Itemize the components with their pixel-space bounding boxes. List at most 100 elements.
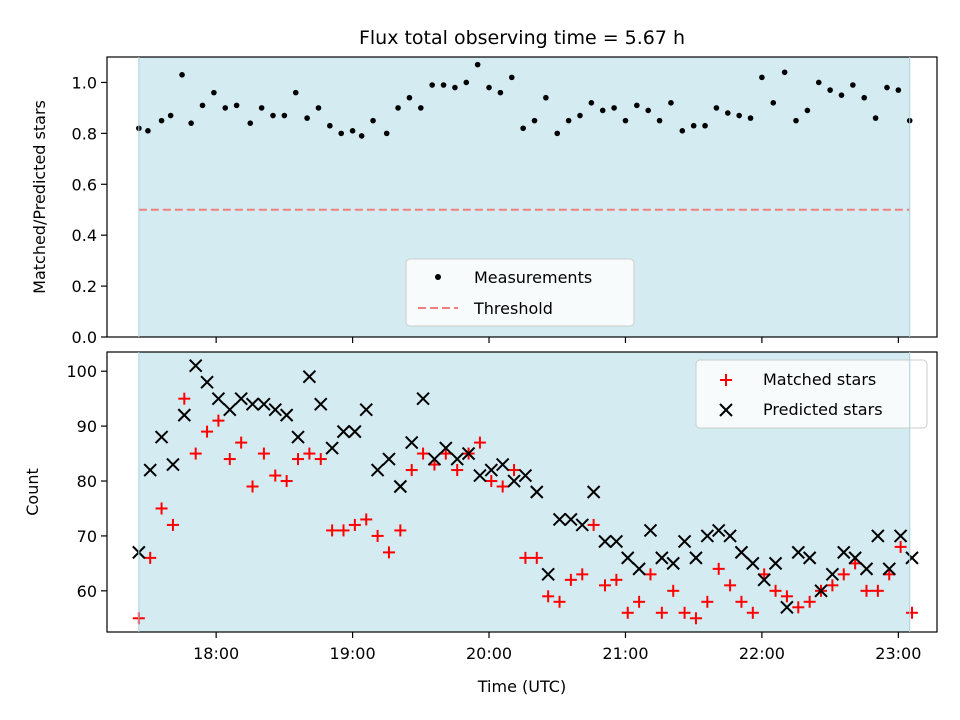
measurement-point bbox=[463, 79, 470, 86]
measurement-point bbox=[429, 82, 435, 88]
predicted-stars-point bbox=[382, 452, 396, 466]
legend-marker-matched-stars bbox=[720, 374, 732, 386]
matched-stars-point bbox=[905, 606, 918, 619]
predicted-stars-point bbox=[746, 556, 760, 571]
count-y-tick-label: 70 bbox=[77, 527, 97, 546]
matched-stars-point bbox=[405, 464, 418, 477]
measurement-point bbox=[167, 112, 174, 119]
ratio-y-tick-label: 0.6 bbox=[72, 175, 97, 194]
predicted-stars-point bbox=[223, 402, 237, 417]
measurement-point bbox=[370, 117, 376, 124]
measurement-point bbox=[872, 115, 879, 121]
predicted-stars-point bbox=[564, 512, 578, 527]
measurement-point bbox=[634, 102, 640, 109]
matched-stars-point bbox=[382, 546, 395, 559]
matched-stars-point bbox=[496, 480, 509, 493]
count-x-tick-label: 22:00 bbox=[739, 644, 785, 663]
measurement-point bbox=[349, 128, 356, 134]
predicted-stars-point bbox=[154, 430, 169, 444]
matched-stars-point bbox=[314, 453, 327, 466]
count-x-tick-label: 19:00 bbox=[330, 644, 376, 663]
matched-stars-point bbox=[610, 573, 623, 586]
predicted-stars-point bbox=[427, 452, 442, 466]
matched-stars-point bbox=[553, 595, 566, 608]
measurement-point bbox=[554, 130, 561, 137]
ratio-y-tick-label: 0.0 bbox=[72, 328, 97, 347]
predicted-stars-point bbox=[314, 397, 328, 411]
predicted-stars-point bbox=[507, 474, 521, 488]
predicted-stars-point bbox=[143, 463, 157, 477]
measurement-point bbox=[759, 74, 765, 81]
matched-stars-point bbox=[212, 414, 225, 427]
predicted-stars-point bbox=[518, 468, 533, 483]
measurement-point bbox=[724, 110, 731, 116]
predicted-stars-point bbox=[211, 391, 226, 406]
count-legend-box bbox=[695, 359, 928, 429]
predicted-stars-point bbox=[643, 523, 658, 538]
measurement-point bbox=[158, 117, 165, 124]
measurement-point bbox=[747, 115, 754, 121]
predicted-stars-point bbox=[655, 551, 669, 565]
predicted-stars-point bbox=[871, 529, 885, 543]
measurement-point bbox=[781, 69, 788, 76]
measurement-point bbox=[770, 100, 777, 106]
ratio-y-tick-label: 0.2 bbox=[72, 277, 97, 296]
matched-stars-point bbox=[724, 579, 737, 592]
count-y-tick-label: 90 bbox=[77, 417, 97, 436]
matched-stars-point bbox=[394, 524, 407, 537]
measurement-point bbox=[179, 72, 185, 78]
measurement-point bbox=[543, 94, 549, 101]
predicted-stars-point bbox=[837, 545, 851, 560]
measurement-point bbox=[233, 102, 240, 109]
matched-stars-point bbox=[621, 606, 634, 619]
count-axes-frame bbox=[106, 351, 938, 633]
predicted-stars-point bbox=[734, 545, 749, 560]
count-y-tick-label: 80 bbox=[77, 472, 97, 491]
matched-stars-point bbox=[292, 453, 305, 466]
measurement-point bbox=[292, 89, 299, 96]
predicted-stars-point bbox=[893, 529, 908, 543]
predicted-stars-point bbox=[689, 551, 703, 565]
matched-stars-point bbox=[257, 447, 270, 460]
measurement-point bbox=[247, 120, 254, 126]
measurement-point bbox=[486, 84, 492, 91]
measurement-point bbox=[452, 84, 458, 91]
matched-stars-point bbox=[576, 568, 589, 581]
matched-stars-point bbox=[417, 447, 430, 460]
matched-stars-point bbox=[326, 524, 339, 537]
matched-stars-point bbox=[735, 595, 748, 608]
measurement-point bbox=[338, 130, 345, 137]
predicted-stars-point bbox=[814, 584, 828, 598]
measurement-point bbox=[611, 105, 617, 111]
predicted-stars-point bbox=[609, 534, 624, 549]
ratio-legend-box bbox=[405, 258, 635, 327]
measurement-point bbox=[531, 117, 538, 124]
predicted-stars-point bbox=[598, 534, 612, 549]
predicted-stars-point bbox=[416, 391, 430, 406]
measurement-point bbox=[281, 112, 288, 119]
predicted-stars-point bbox=[825, 567, 840, 582]
matched-stars-point bbox=[530, 551, 543, 564]
predicted-stars-point bbox=[677, 534, 692, 549]
measurement-point bbox=[474, 61, 481, 68]
matched-stars-point bbox=[201, 425, 214, 438]
predicted-stars-point bbox=[291, 430, 305, 444]
measurement-point bbox=[497, 89, 504, 96]
measurement-point bbox=[838, 92, 845, 98]
measurement-point bbox=[599, 107, 606, 114]
measurement-point bbox=[815, 79, 822, 86]
measurement-point bbox=[656, 117, 663, 124]
ratio-y-tick-label: 0.4 bbox=[72, 226, 97, 245]
measurement-point bbox=[199, 102, 206, 109]
measurement-point bbox=[145, 128, 151, 134]
matched-stars-point bbox=[223, 453, 236, 466]
count-x-tick-label: 18:00 bbox=[193, 644, 239, 663]
predicted-stars-point bbox=[450, 452, 464, 466]
predicted-stars-point bbox=[552, 512, 567, 527]
measurement-point bbox=[520, 125, 526, 132]
predicted-stars-point bbox=[723, 529, 737, 543]
measurement-point bbox=[679, 128, 686, 134]
predicted-stars-point bbox=[461, 446, 476, 461]
measurement-point bbox=[668, 100, 674, 106]
